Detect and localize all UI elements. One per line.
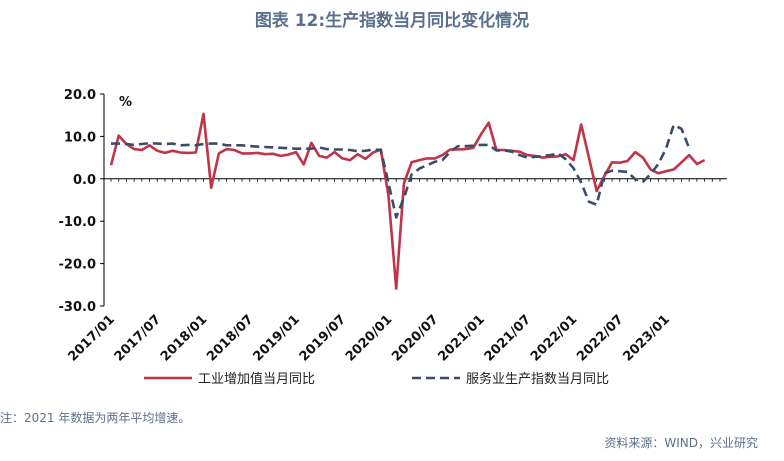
- y-tick-label: 0.0: [73, 173, 96, 188]
- x-tick-label: 2020/01: [343, 312, 395, 364]
- chart-title: 图表 12:生产指数当月同比变化情况: [254, 11, 530, 31]
- x-tick-label: 2019/01: [250, 312, 302, 364]
- x-tick-label: 2022/07: [574, 312, 626, 364]
- series-line-0: [109, 112, 706, 290]
- legend-label-1: 服务业生产指数当月同比: [466, 371, 609, 387]
- y-tick-label: -10.0: [59, 215, 96, 230]
- legend: 工业增加值当月同比 服务业生产指数当月同比: [144, 371, 609, 387]
- x-tick-label: 2021/07: [482, 312, 534, 364]
- y-unit-label: %: [119, 95, 132, 110]
- x-tick-label: 2017/07: [112, 312, 164, 364]
- legend-label-0: 工业增加值当月同比: [198, 371, 315, 387]
- line-chart: 20.0 10.0 0.0 -10.0 -20.0 -30.0 2017/012017/0…: [59, 88, 727, 387]
- y-axis-labels: 20.0 10.0 0.0 -10.0 -20.0 -30.0: [59, 88, 96, 315]
- x-tick-label: 2020/07: [389, 312, 441, 364]
- y-tick-label: 10.0: [64, 130, 96, 145]
- x-tick-label: 2018/01: [158, 312, 210, 364]
- x-tick-label: 2018/07: [204, 312, 256, 364]
- x-tick-label: 2019/07: [297, 312, 349, 364]
- series-lines: [109, 112, 706, 290]
- x-tick-label: 2023/01: [621, 312, 673, 364]
- x-tick-label: 2022/01: [528, 312, 580, 364]
- x-axis-labels: 2017/012017/072018/012018/072019/012019/…: [65, 312, 672, 364]
- chart-axes: [100, 93, 727, 307]
- footnote: 注：2021 年数据为两年平均增速。: [0, 411, 191, 425]
- x-tick-label: 2021/01: [436, 312, 488, 364]
- y-tick-label: -30.0: [59, 300, 96, 315]
- series-line-1: [111, 123, 691, 219]
- y-tick-label: -20.0: [59, 258, 96, 273]
- source-note: 资料来源：WIND，兴业研究: [604, 436, 758, 450]
- y-tick-label: 20.0: [64, 88, 96, 103]
- x-tick-label: 2017/01: [65, 312, 117, 364]
